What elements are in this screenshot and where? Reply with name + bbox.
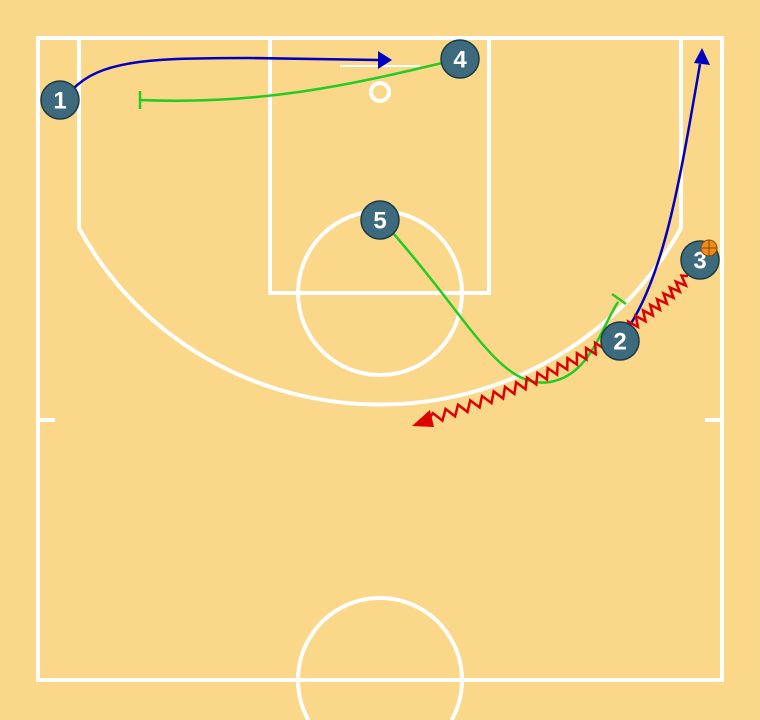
player-5[interactable]: 5: [360, 200, 400, 240]
basketball-icon: [700, 239, 718, 257]
center-circle: [296, 596, 464, 720]
players: 1 2 3 4 5: [40, 39, 720, 361]
hoop: [369, 81, 391, 103]
screen-path-player-4: [139, 61, 443, 103]
player-number: 5: [373, 208, 386, 235]
cut-path-player-1: [71, 56, 379, 91]
player-4[interactable]: 4: [440, 39, 480, 79]
player-marker: [40, 80, 80, 120]
player-number: 2: [613, 329, 626, 356]
three-point-line: [77, 38, 683, 407]
player-marker: [360, 200, 400, 240]
arrow-head: [378, 51, 392, 69]
screen-bar: [611, 292, 627, 306]
player-2[interactable]: 2: [600, 321, 640, 361]
court-lines: [36, 36, 724, 720]
player-1[interactable]: 1: [40, 80, 80, 120]
player-marker: [440, 39, 480, 79]
dribble-path-player-3: [426, 274, 689, 423]
arrow-head: [412, 410, 434, 427]
player-number: 4: [453, 47, 467, 74]
player-number: 1: [53, 88, 66, 115]
arrow-head: [694, 48, 710, 65]
player-3[interactable]: 3: [680, 239, 720, 280]
cut-path-player-2: [628, 63, 702, 326]
lane: [268, 36, 491, 295]
player-marker: [600, 321, 640, 361]
actions: [71, 48, 710, 427]
